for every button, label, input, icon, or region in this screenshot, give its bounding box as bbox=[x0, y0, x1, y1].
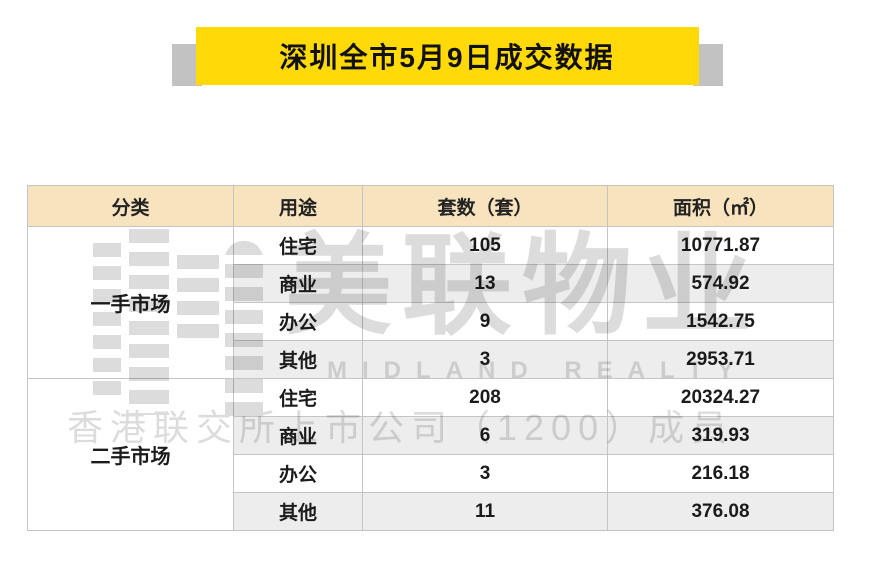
table-row: 一手市场 住宅 105 10771.87 bbox=[27, 226, 834, 379]
area-cell: 216.18 bbox=[607, 454, 834, 493]
area-cell: 319.93 bbox=[607, 416, 834, 455]
header-cell-units: 套数（套） bbox=[362, 185, 608, 227]
table-row: 商业 6 319.93 bbox=[28, 416, 834, 455]
usage-cell: 住宅 bbox=[233, 226, 363, 265]
table-row: 办公 3 216.18 bbox=[28, 454, 834, 493]
usage-cell: 办公 bbox=[233, 454, 363, 493]
units-cell: 11 bbox=[362, 492, 608, 531]
units-cell: 13 bbox=[362, 264, 608, 303]
header-cell-category: 分类 bbox=[27, 185, 234, 227]
area-cell: 574.92 bbox=[607, 264, 834, 303]
units-cell: 3 bbox=[362, 454, 608, 493]
transactions-table: 分类 用途 套数（套） 面积（㎡） 一手市场 住宅 105 10771.87 商… bbox=[27, 185, 834, 531]
table-row: 其他 3 2953.71 bbox=[28, 340, 834, 379]
usage-cell: 办公 bbox=[233, 302, 363, 341]
usage-cell: 住宅 bbox=[233, 378, 363, 417]
usage-cell: 商业 bbox=[233, 264, 363, 303]
area-cell: 20324.27 bbox=[607, 378, 834, 417]
header-row: 分类 用途 套数（套） 面积（㎡） bbox=[27, 185, 834, 227]
title-banner-plate: 深圳全市5月9日成交数据 bbox=[195, 27, 699, 85]
units-cell: 9 bbox=[362, 302, 608, 341]
area-cell: 1542.75 bbox=[607, 302, 834, 341]
usage-cell: 其他 bbox=[233, 492, 363, 531]
units-cell: 6 bbox=[362, 416, 608, 455]
units-cell: 105 bbox=[362, 226, 608, 265]
units-cell: 208 bbox=[362, 378, 608, 417]
page-title: 深圳全市5月9日成交数据 bbox=[279, 42, 615, 73]
category-cell: 二手市场 bbox=[27, 378, 234, 531]
area-cell: 376.08 bbox=[607, 492, 834, 531]
area-cell: 10771.87 bbox=[607, 226, 834, 265]
transactions-table-area: 分类 用途 套数（套） 面积（㎡） 一手市场 住宅 105 10771.87 商… bbox=[27, 185, 834, 531]
header-cell-area: 面积（㎡） bbox=[607, 185, 834, 227]
usage-cell: 商业 bbox=[233, 416, 363, 455]
header-cell-usage: 用途 bbox=[233, 185, 363, 227]
title-banner: 深圳全市5月9日成交数据 bbox=[171, 27, 723, 86]
table-row: 二手市场 住宅 208 20324.27 bbox=[27, 378, 834, 531]
usage-cell: 其他 bbox=[233, 340, 363, 379]
area-cell: 2953.71 bbox=[607, 340, 834, 379]
units-cell: 3 bbox=[362, 340, 608, 379]
category-cell: 一手市场 bbox=[27, 226, 234, 379]
table-row: 其他 11 376.08 bbox=[28, 492, 834, 531]
